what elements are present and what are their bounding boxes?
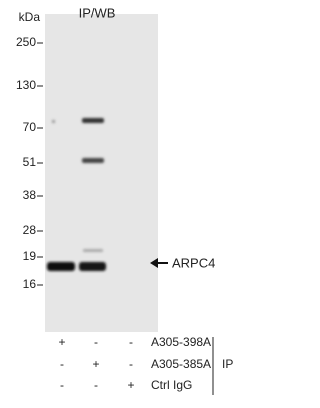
marker-label: 19 xyxy=(23,249,37,263)
blot-membrane xyxy=(45,14,158,332)
lane-sign: - xyxy=(60,357,64,371)
lane-sign: + xyxy=(58,335,65,349)
marker-label: 70 xyxy=(23,120,37,134)
lane-sign: - xyxy=(129,335,133,349)
band xyxy=(82,118,104,123)
bands xyxy=(47,118,106,271)
western-blot-figure: IP/WB kDa 250 130 70 51 38 28 19 16 ARPC4 + - - A3… xyxy=(16,5,233,395)
band xyxy=(83,249,103,252)
unit-label: kDa xyxy=(19,10,41,24)
speck xyxy=(52,120,55,123)
band xyxy=(82,158,104,163)
target-label: ARPC4 xyxy=(172,255,215,270)
arrow-head xyxy=(150,258,158,268)
lane-sign: + xyxy=(127,378,134,392)
marker-label: 51 xyxy=(23,155,37,169)
antibody-label: Ctrl IgG xyxy=(151,378,192,392)
lane-sign: - xyxy=(60,378,64,392)
group-label: IP xyxy=(222,357,233,371)
antibody-label: A305-398A xyxy=(151,335,211,349)
marker-label: 250 xyxy=(16,35,36,49)
lane-sign: + xyxy=(92,357,99,371)
marker-labels: 250 130 70 51 38 28 19 16 xyxy=(16,35,43,291)
lane-sign: - xyxy=(129,357,133,371)
band xyxy=(47,262,75,271)
antibody-label: A305-385A xyxy=(151,357,211,371)
marker-label: 38 xyxy=(23,188,37,202)
lane-table: + - - A305-398A - + - A305-385A - - + Ctrl IgG xyxy=(58,335,211,392)
band xyxy=(79,262,106,271)
marker-label: 130 xyxy=(16,78,36,92)
blot-title: IP/WB xyxy=(79,5,116,20)
lane-sign: - xyxy=(94,335,98,349)
marker-label: 16 xyxy=(23,277,37,291)
lane-sign: - xyxy=(94,378,98,392)
marker-label: 28 xyxy=(23,223,37,237)
